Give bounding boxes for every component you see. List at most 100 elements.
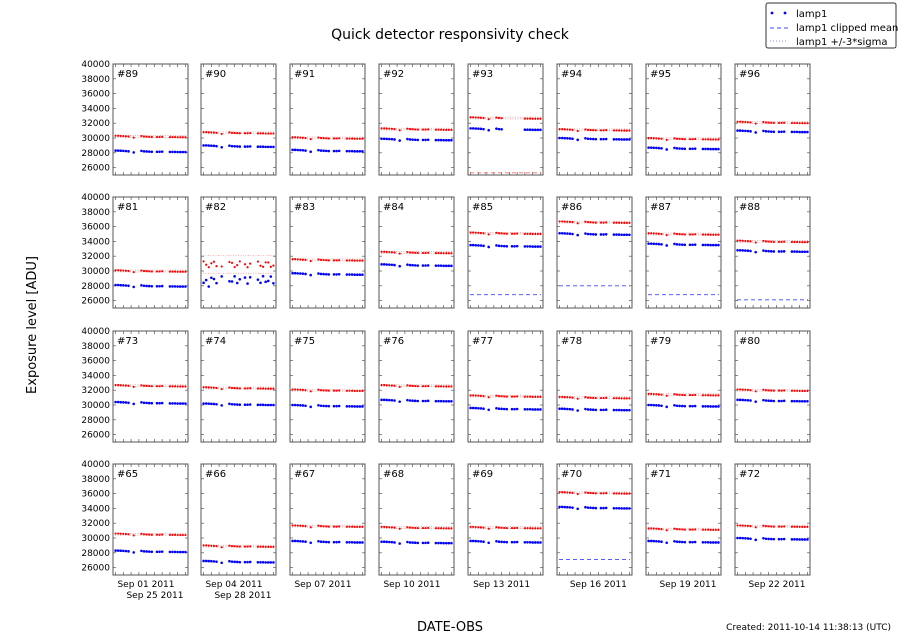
red-point (764, 525, 768, 528)
lamp1-point (599, 233, 603, 236)
red-point (605, 221, 608, 224)
lamp1-point (744, 398, 747, 402)
red-point (179, 385, 182, 388)
lamp1-point (741, 249, 745, 252)
red-point (356, 259, 359, 262)
y-tick-label: 36000 (81, 90, 110, 100)
red-point (296, 524, 299, 527)
lamp1-point (477, 539, 480, 543)
lamp1-point (385, 398, 389, 402)
lamp1-point (744, 129, 747, 133)
lamp1-point (665, 244, 668, 247)
lamp1-point (523, 128, 527, 132)
red-point (414, 128, 417, 131)
lamp1-point (122, 401, 125, 404)
legend-box (765, 2, 897, 49)
panel-82: #82 (200, 196, 277, 309)
lamp1-point (693, 540, 697, 544)
lamp1-point (526, 540, 529, 544)
red-point (345, 389, 348, 392)
red-point (584, 396, 587, 399)
lamp1-point (272, 145, 275, 149)
red-point (296, 258, 299, 261)
red-point (497, 232, 501, 235)
lamp1-point (145, 284, 148, 288)
x-tick-label: Sep 07 2011 (294, 580, 351, 590)
red-point (243, 263, 247, 266)
red-point (691, 233, 694, 236)
legend-marker-lamp1 (770, 11, 774, 15)
lamp1-point (293, 539, 297, 543)
lamp1-point (558, 505, 561, 509)
lamp1-point (502, 540, 506, 544)
lamp1-point (560, 407, 564, 411)
lamp1-point (390, 263, 394, 267)
lamp1-point (176, 550, 179, 554)
lamp1-point (471, 539, 475, 543)
lamp1-point (444, 138, 448, 142)
lamp1-point (701, 540, 705, 544)
red-point (673, 393, 676, 396)
y-tick-label: 38000 (81, 475, 110, 485)
lamp1-point (495, 244, 498, 247)
lamp1-point (444, 541, 448, 545)
lamp1-point (798, 400, 801, 403)
lamp1-point (243, 276, 247, 279)
red-point (142, 384, 146, 387)
red-point (243, 387, 247, 390)
lamp1-point (769, 399, 773, 403)
lamp1-point (256, 278, 260, 281)
red-point (442, 527, 445, 530)
lamp1-point (124, 401, 128, 404)
red-point (140, 384, 143, 387)
lamp1-point (754, 250, 757, 254)
lamp1-point (207, 559, 211, 563)
red-point (388, 384, 391, 387)
lamp1-point (393, 138, 396, 141)
lamp1-point (782, 130, 786, 133)
red-point (332, 137, 336, 140)
red-point (592, 129, 595, 132)
lamp1-point (450, 138, 453, 142)
red-point (132, 136, 135, 139)
red-point (599, 129, 603, 132)
y-tick-label: 32000 (81, 119, 110, 129)
lamp1-point (202, 144, 205, 147)
red-point (620, 221, 623, 224)
lamp1-point (345, 149, 349, 153)
red-point (536, 527, 539, 530)
lamp1-point (335, 273, 338, 276)
red-point (150, 533, 153, 536)
lamp1-point (533, 245, 537, 248)
lamp1-point (474, 406, 478, 410)
red-point (243, 545, 247, 548)
y-tick-label: 40000 (81, 193, 110, 203)
lamp1-point (471, 127, 475, 130)
lamp1-point (382, 137, 386, 141)
lamp1-point (317, 272, 320, 275)
red-point (655, 137, 658, 140)
lamp1-point (264, 561, 267, 564)
red-point (122, 384, 125, 387)
red-point (259, 545, 262, 548)
lamp1-point (515, 540, 519, 544)
red-point (124, 135, 128, 138)
lamp1-point (764, 399, 768, 402)
red-point (558, 491, 561, 494)
lamp1-point (168, 150, 172, 154)
red-point (353, 389, 356, 393)
red-point (416, 128, 419, 131)
lamp1-point (471, 406, 475, 410)
red-point (335, 137, 338, 140)
red-point (714, 138, 717, 141)
lamp1-point (184, 402, 187, 405)
red-point (259, 132, 262, 135)
red-point (150, 270, 153, 273)
lamp1-point (558, 136, 561, 140)
red-point (269, 387, 272, 390)
lamp1-point (147, 550, 151, 553)
lamp1-point (717, 541, 720, 544)
lamp1-point (680, 147, 684, 150)
red-point (348, 525, 351, 528)
red-point (803, 241, 806, 244)
